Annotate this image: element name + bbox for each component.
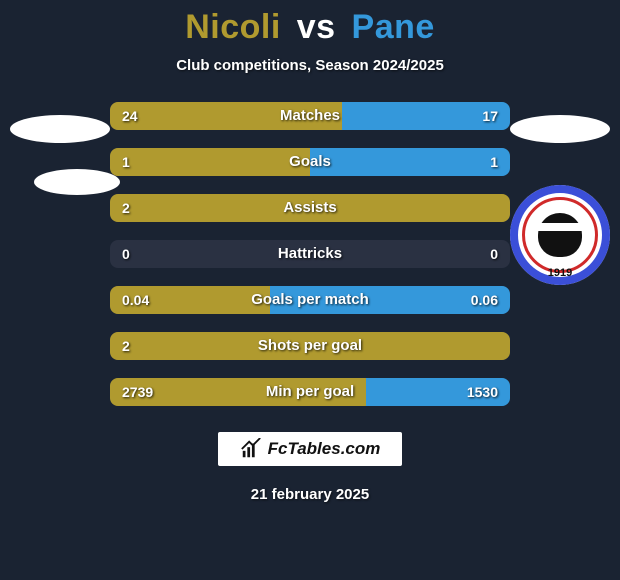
club-year: 1919 xyxy=(510,267,610,279)
stat-label: Hattricks xyxy=(110,240,510,268)
placeholder-ellipse-icon xyxy=(34,169,120,195)
stat-label: Goals xyxy=(110,148,510,176)
placeholder-ellipse-icon xyxy=(510,115,610,143)
date-label: 21 february 2025 xyxy=(251,486,369,503)
stat-label: Assists xyxy=(110,194,510,222)
stat-row: 0.040.06Goals per match xyxy=(110,286,510,314)
stat-row: 2417Matches xyxy=(110,102,510,130)
stat-label: Shots per goal xyxy=(110,332,510,360)
placeholder-ellipse-icon xyxy=(10,115,110,143)
comparison-card: Nicoli vs Pane Club competitions, Season… xyxy=(0,0,620,580)
club-badge-right: 1919 xyxy=(510,115,610,285)
stat-label: Min per goal xyxy=(110,378,510,406)
stats-list: 2417Matches 11Goals 2Assists 00Hattricks 0.0… xyxy=(110,102,510,406)
club-badge-left xyxy=(10,115,120,195)
branding-text: FcTables.com xyxy=(268,439,381,459)
vs-label: vs xyxy=(297,8,336,46)
stat-row: 00Hattricks xyxy=(110,240,510,268)
stat-label: Matches xyxy=(110,102,510,130)
stat-row: 2Assists xyxy=(110,194,510,222)
subtitle: Club competitions, Season 2024/2025 xyxy=(176,57,444,74)
player1-name: Nicoli xyxy=(185,8,281,46)
stat-row: 11Goals xyxy=(110,148,510,176)
stat-row: 27391530Min per goal xyxy=(110,378,510,406)
branding-badge: FcTables.com xyxy=(218,432,403,466)
stat-row: 2Shots per goal xyxy=(110,332,510,360)
chart-icon xyxy=(240,438,262,460)
club-crest-icon: 1919 xyxy=(510,185,610,285)
stat-label: Goals per match xyxy=(110,286,510,314)
player2-name: Pane xyxy=(352,8,435,46)
page-title: Nicoli vs Pane xyxy=(185,8,435,47)
